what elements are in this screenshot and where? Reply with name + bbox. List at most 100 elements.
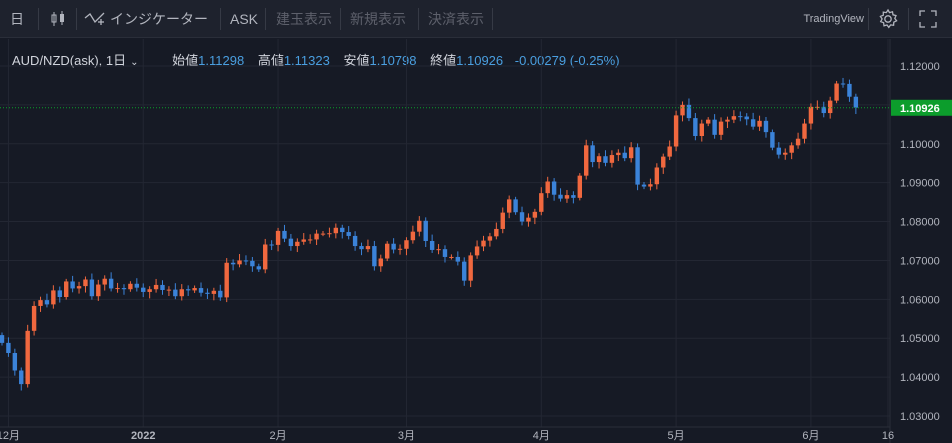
candle-body	[725, 119, 730, 122]
toolbar-divider	[265, 8, 266, 30]
candle-body	[686, 104, 692, 119]
settlement-button[interactable]: 決済表示	[428, 11, 484, 27]
indicators-button[interactable]: インジケーター	[84, 0, 214, 38]
toolbar-divider	[908, 8, 909, 30]
candle-body	[166, 289, 172, 291]
candle-body	[590, 145, 595, 163]
candle-body	[141, 287, 146, 292]
chart-grid	[0, 39, 890, 427]
candlestick-style-button[interactable]	[46, 0, 70, 38]
candle-body	[763, 120, 769, 133]
candle-body	[96, 284, 101, 297]
candle-body	[423, 220, 428, 241]
candle-body	[198, 288, 204, 293]
open-position-button[interactable]: 建玉表示	[276, 11, 332, 27]
candle-body	[577, 175, 582, 198]
ask-button[interactable]: ASK	[230, 11, 259, 27]
close-value: 1.10926	[456, 53, 504, 68]
candle-body	[468, 255, 473, 281]
time-tick-label: 2月	[269, 430, 286, 442]
new-order-button[interactable]: 新規表示	[350, 11, 406, 27]
candle-body	[712, 119, 717, 135]
candle-body	[38, 300, 43, 306]
time-tick-label: 5月	[668, 430, 685, 442]
candle-body	[153, 284, 159, 290]
candle-body	[365, 246, 371, 250]
time-tick-label: 16	[882, 430, 894, 442]
candle-body	[340, 227, 345, 233]
candle-body	[834, 83, 839, 101]
candle-body	[584, 145, 589, 176]
candle-body	[359, 246, 364, 250]
time-tick-label: 2022	[131, 430, 155, 442]
candle-body	[526, 217, 531, 222]
time-axis[interactable]: 12月 2022 2月 3月 4月 5月 6月 16	[0, 426, 894, 442]
candle-body	[699, 123, 704, 136]
price-tick-label: 1.03000	[900, 411, 940, 423]
candle-body	[603, 156, 608, 163]
candle-body	[635, 147, 640, 185]
candle-body	[481, 240, 486, 247]
candle-body	[288, 238, 294, 247]
candle-body	[372, 246, 377, 267]
candle-body	[738, 116, 743, 118]
candle-body	[147, 289, 152, 292]
candle-body	[269, 244, 274, 246]
candle-body	[564, 195, 570, 199]
price-chart[interactable]: 1.03000 1.04000 1.05000 1.06000 1.07000 1.080…	[0, 39, 952, 443]
open-label: 始値	[172, 53, 199, 68]
candle-body	[596, 156, 602, 163]
toolbar-divider	[340, 8, 341, 30]
candle-body	[731, 116, 737, 120]
low-label: 安値	[343, 53, 370, 68]
tradingview-brand: TradingView	[803, 13, 864, 25]
price-axis[interactable]: 1.03000 1.04000 1.05000 1.06000 1.07000 1.080…	[889, 39, 952, 443]
toolbar-divider	[38, 8, 39, 30]
toolbar-divider	[868, 8, 869, 30]
candle-body	[827, 100, 833, 114]
candle-body	[628, 147, 634, 159]
candle-body	[404, 240, 409, 249]
period-button[interactable]: 日	[10, 11, 24, 27]
candle-body	[397, 248, 403, 250]
candle-body	[661, 156, 666, 168]
candle-body	[770, 132, 775, 148]
candle-body	[840, 83, 846, 85]
last-price-badge	[891, 99, 952, 116]
candle-body	[307, 239, 313, 241]
open-value: 1.11298	[198, 53, 245, 68]
candle-body	[31, 305, 37, 331]
settings-gear-icon[interactable]	[876, 7, 900, 31]
chevron-down-icon[interactable]: ⌄	[130, 57, 139, 68]
candle-body	[513, 199, 518, 213]
candle-body	[115, 288, 120, 290]
candle-body	[551, 181, 557, 195]
candle-body	[706, 119, 711, 124]
candle-body	[783, 152, 788, 155]
price-tick-label: 1.12000	[900, 61, 940, 73]
time-tick-label: 12月	[0, 430, 20, 442]
candle-body	[648, 184, 653, 187]
candle-body	[558, 194, 563, 199]
fullscreen-icon[interactable]	[918, 9, 938, 29]
candle-body	[673, 115, 679, 147]
last-price-marker: 1.10926	[0, 99, 952, 116]
price-tick-label: 1.09000	[900, 178, 940, 190]
candle-body	[314, 233, 319, 240]
symbol-title[interactable]: AUD/NZD(ask), 1日	[12, 53, 127, 68]
candle-body	[532, 211, 538, 218]
last-price-label: 1.10926	[900, 103, 940, 115]
candle-body	[256, 266, 261, 270]
candle-body	[462, 261, 467, 281]
toolbar-divider	[418, 8, 419, 30]
candle-body	[263, 244, 268, 270]
candle-body	[519, 212, 525, 222]
candle-body	[224, 262, 229, 298]
candle-body	[282, 230, 287, 239]
candle-body	[205, 292, 210, 294]
candlestick-icon	[51, 11, 64, 26]
time-tick-label: 4月	[533, 430, 550, 442]
candle-body	[410, 231, 416, 241]
candle-body	[436, 249, 441, 251]
candle-body	[128, 283, 133, 290]
